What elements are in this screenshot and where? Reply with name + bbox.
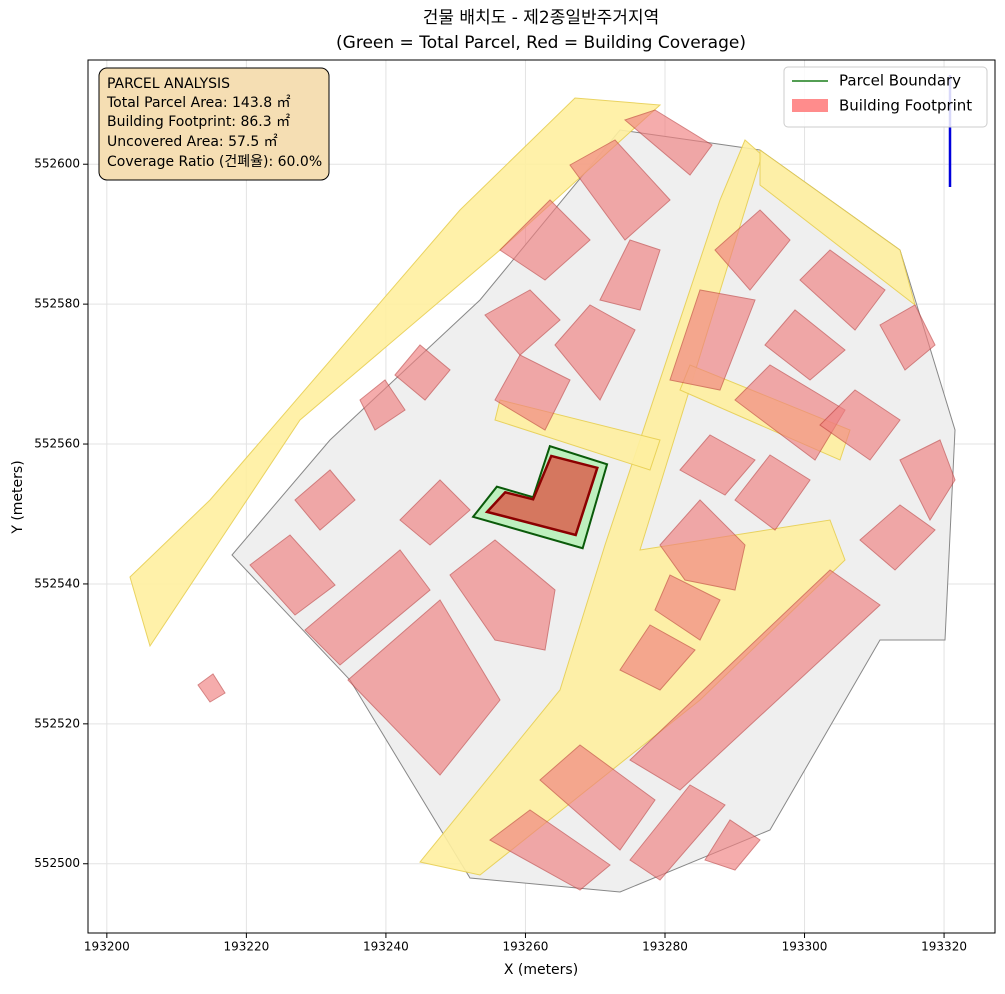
- y-axis-label: Y (meters): [10, 460, 26, 534]
- annotation-box: PARCEL ANALYSIS Total Parcel Area: 143.8…: [98, 67, 330, 181]
- x-tick-label: 193320: [921, 940, 967, 954]
- x-tick-label: 193300: [782, 940, 828, 954]
- y-tick-label: 552580: [34, 297, 80, 311]
- legend-label: Parcel Boundary: [839, 72, 961, 90]
- y-tick-label: 552560: [34, 437, 80, 451]
- annotation-line: Total Parcel Area: 143.8 ㎡: [106, 95, 291, 111]
- y-tick-label: 552520: [34, 716, 80, 730]
- axes-frame: [87, 59, 996, 934]
- legend-frame: [783, 66, 988, 128]
- legend-label: Building Footprint: [839, 97, 972, 115]
- x-tick-label: 193260: [503, 940, 549, 954]
- x-tick-label: 193200: [84, 940, 130, 954]
- chart-subtitle: (Green = Total Parcel, Red = Building Co…: [336, 33, 746, 53]
- x-tick-label: 193280: [642, 940, 688, 954]
- annotation-line: PARCEL ANALYSIS: [107, 76, 230, 92]
- buildings: [197, 109, 956, 891]
- x-axis-label: X (meters): [504, 962, 578, 978]
- annotation-line: Coverage Ratio (건폐율): 60.0%: [107, 154, 322, 170]
- x-tick-label: 193240: [363, 940, 409, 954]
- legend: Parcel Boundary Building Footprint: [783, 66, 988, 128]
- legend-swatch: [792, 99, 828, 112]
- annotation-line: Uncovered Area: 57.5 ㎡: [107, 134, 278, 150]
- annotation-line: Building Footprint: 86.3 ㎡: [107, 114, 290, 130]
- y-tick-label: 552500: [34, 856, 80, 870]
- chart-title: 건물 배치도 - 제2종일반주거지역: [423, 8, 659, 28]
- marks: [471, 444, 609, 550]
- building-polygon: [484, 454, 599, 537]
- annotation-background: [98, 67, 330, 181]
- x-tick-label: 193220: [223, 940, 269, 954]
- y-tick-label: 552540: [34, 576, 80, 590]
- y-tick-label: 552600: [34, 157, 80, 171]
